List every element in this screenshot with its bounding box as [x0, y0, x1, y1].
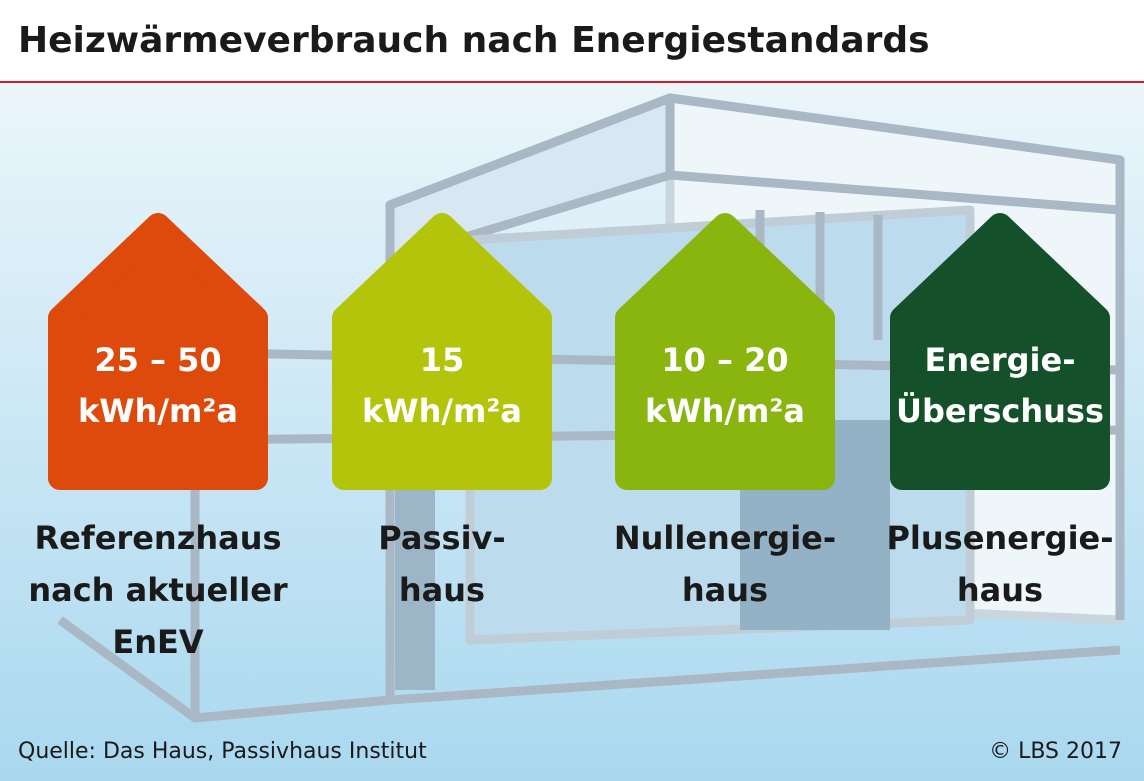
house-shape: [615, 213, 835, 490]
house-label: haus: [682, 571, 768, 609]
house-label: haus: [957, 571, 1043, 609]
house-shape: [332, 213, 552, 490]
house-label: EnEV: [112, 623, 204, 661]
house-value: Überschuss: [896, 392, 1104, 430]
house-value: 15: [420, 341, 465, 379]
house-label: nach aktueller: [28, 571, 288, 609]
house-value: kWh/m²a: [78, 392, 238, 430]
house-value: 10 – 20: [661, 341, 788, 379]
house-label: Plusenergie-: [886, 519, 1113, 557]
copyright: © LBS 2017: [989, 739, 1122, 764]
source: Quelle: Das Haus, Passivhaus Institut: [18, 739, 427, 764]
house-label: Nullenergie-: [614, 519, 836, 557]
title-bar: [0, 0, 1144, 82]
house-label: Passiv-: [378, 519, 505, 557]
house-shape: [48, 213, 268, 490]
house-label: haus: [399, 571, 485, 609]
house-value: 25 – 50: [94, 341, 221, 379]
title: Heizwärmeverbrauch nach Energiestandards: [18, 20, 930, 61]
house-value: kWh/m²a: [362, 392, 522, 430]
house-value: Energie-: [925, 341, 1076, 379]
house-value: kWh/m²a: [645, 392, 805, 430]
house-label: Referenzhaus: [34, 519, 281, 557]
houses: 25 – 50 kWh/m²a Referenzhaus nach aktueller…: [28, 213, 1114, 661]
house-shape: [890, 213, 1110, 490]
